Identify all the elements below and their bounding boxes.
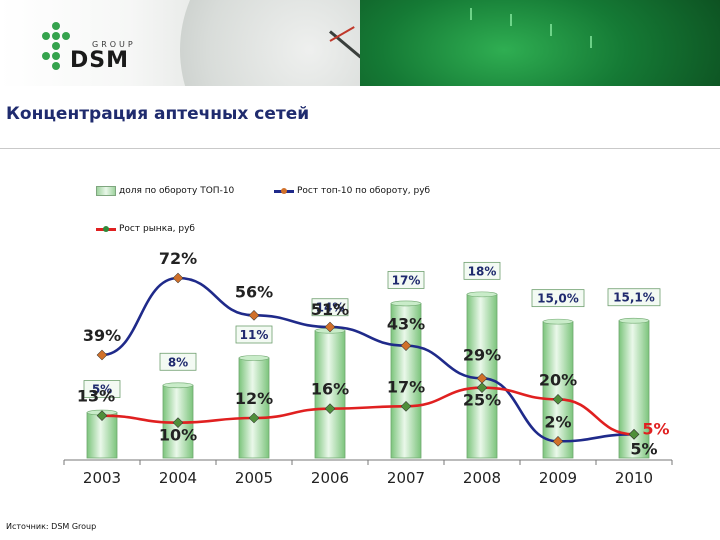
legend-item-top10-share: доля по обороту ТОП-10 — [96, 184, 234, 198]
legend-label: Рост рынка, руб — [119, 224, 195, 234]
market-growth-point-2008 — [476, 382, 488, 393]
logo-group-text: GROUP — [92, 40, 136, 49]
bar-label-box-2010 — [607, 288, 661, 307]
market-growth-point-2010 — [628, 429, 640, 440]
top10-growth-label-2009: 2% — [544, 412, 571, 431]
bar-top-2010 — [618, 317, 650, 324]
x-tick-label-2005: 2005 — [235, 469, 273, 487]
market-growth-point-2007 — [400, 401, 412, 412]
dsm-group-logo: GROUP DSM — [40, 20, 150, 73]
logo-dsm-text: DSM — [70, 48, 129, 73]
bar-label-box-2003 — [83, 380, 121, 398]
dial-tick-decoration — [550, 24, 552, 36]
top10-growth-label-2003: 39% — [83, 326, 121, 345]
bar-top-2005 — [238, 355, 270, 361]
top10-growth-label-2008: 29% — [463, 345, 501, 364]
dial-tick-decoration — [510, 14, 512, 26]
market-growth-point-2006 — [324, 403, 336, 414]
market-growth-label-2010: 5% — [642, 419, 669, 438]
bar-label-box-2006 — [311, 298, 349, 317]
green-dial-decoration — [360, 0, 720, 86]
x-tick-label-2003: 2003 — [83, 469, 121, 487]
bar-label-2005: 11% — [240, 328, 269, 342]
top10-growth-point-2008 — [476, 373, 488, 384]
bar-label-2006: 14% — [316, 301, 345, 315]
x-tick-label-2010: 2010 — [615, 469, 653, 487]
top10-growth-label-2004: 72% — [159, 249, 197, 268]
bar-label-2009: 15,0% — [537, 292, 579, 306]
source-note: Источник: DSM Group — [6, 522, 97, 531]
bar-top-2008 — [466, 291, 498, 298]
title-divider — [0, 148, 720, 149]
legend-item-top10-growth: Рост топ-10 по обороту, руб — [274, 184, 430, 198]
legend-label: Рост топ-10 по обороту, руб — [297, 186, 431, 196]
bar-2009 — [542, 321, 574, 459]
bar-label-box-2004 — [159, 352, 197, 371]
top10-growth-point-2006 — [324, 321, 336, 333]
bar-label-2008: 18% — [468, 264, 497, 278]
page-title: Концентрация аптечных сетей — [6, 104, 310, 124]
top10-growth-label-2007: 43% — [387, 315, 425, 334]
top10-growth-point-2005 — [248, 310, 260, 321]
bar-label-2010: 15,1% — [613, 291, 655, 305]
bar-2007 — [390, 303, 422, 459]
logo-cross-icon — [40, 20, 80, 72]
market-growth-label-2008: 25% — [463, 391, 501, 410]
bar-2005 — [238, 357, 270, 459]
market-growth-label-2009: 20% — [539, 370, 577, 389]
bar-label-box-2007 — [387, 271, 425, 289]
bar-top-2007 — [390, 300, 422, 307]
legend-line-swatch — [274, 187, 294, 194]
bar-label-box-2009 — [531, 289, 585, 308]
market-growth-point-2003 — [96, 410, 108, 421]
x-tick-label-2006: 2006 — [311, 469, 349, 487]
market-growth-label-2004: 10% — [159, 426, 197, 445]
market-growth-point-2004 — [172, 417, 184, 428]
market-growth-label-2003: 13% — [77, 387, 115, 406]
market-growth-label-2007: 17% — [387, 377, 425, 396]
legend-line-swatch — [96, 225, 116, 232]
top10-growth-label-2010: 5% — [630, 439, 657, 458]
top10-growth-label-2006: 51% — [311, 300, 349, 319]
legend-bar-swatch — [96, 186, 116, 196]
bar-label-2004: 8% — [168, 355, 188, 369]
bar-top-2004 — [162, 382, 194, 389]
dial-tick-decoration — [590, 36, 592, 48]
legend-item-market-growth: Рост рынка, руб — [96, 222, 195, 236]
top10-growth-point-2003 — [96, 349, 108, 361]
top10-growth-point-2009 — [552, 436, 564, 447]
top10-growth-point-2004 — [172, 272, 184, 284]
x-tick-label-2009: 2009 — [539, 469, 577, 487]
chart-legend: доля по обороту ТОП-10 Рост топ-10 по об… — [96, 184, 476, 244]
market-growth-label-2006: 16% — [311, 380, 349, 399]
market-growth-label-2005: 12% — [235, 389, 273, 408]
header-banner: GROUP DSM — [0, 0, 720, 86]
market-growth-point-2005 — [248, 412, 260, 424]
top10-growth-point-2007 — [400, 340, 412, 351]
top10-growth-label-2005: 56% — [235, 282, 273, 301]
dial-tick-decoration — [470, 8, 472, 20]
bar-label-2003: 5% — [92, 383, 112, 397]
bar-label-box-2008 — [463, 261, 501, 280]
bar-label-box-2005 — [235, 325, 273, 344]
bar-label-2007: 17% — [392, 273, 421, 287]
legend-label: доля по обороту ТОП-10 — [119, 186, 235, 196]
market-growth-point-2009 — [552, 394, 564, 405]
x-tick-label-2007: 2007 — [387, 469, 425, 487]
x-tick-label-2004: 2004 — [159, 469, 197, 487]
x-tick-label-2008: 2008 — [463, 469, 501, 487]
bar-top-2009 — [542, 318, 574, 325]
